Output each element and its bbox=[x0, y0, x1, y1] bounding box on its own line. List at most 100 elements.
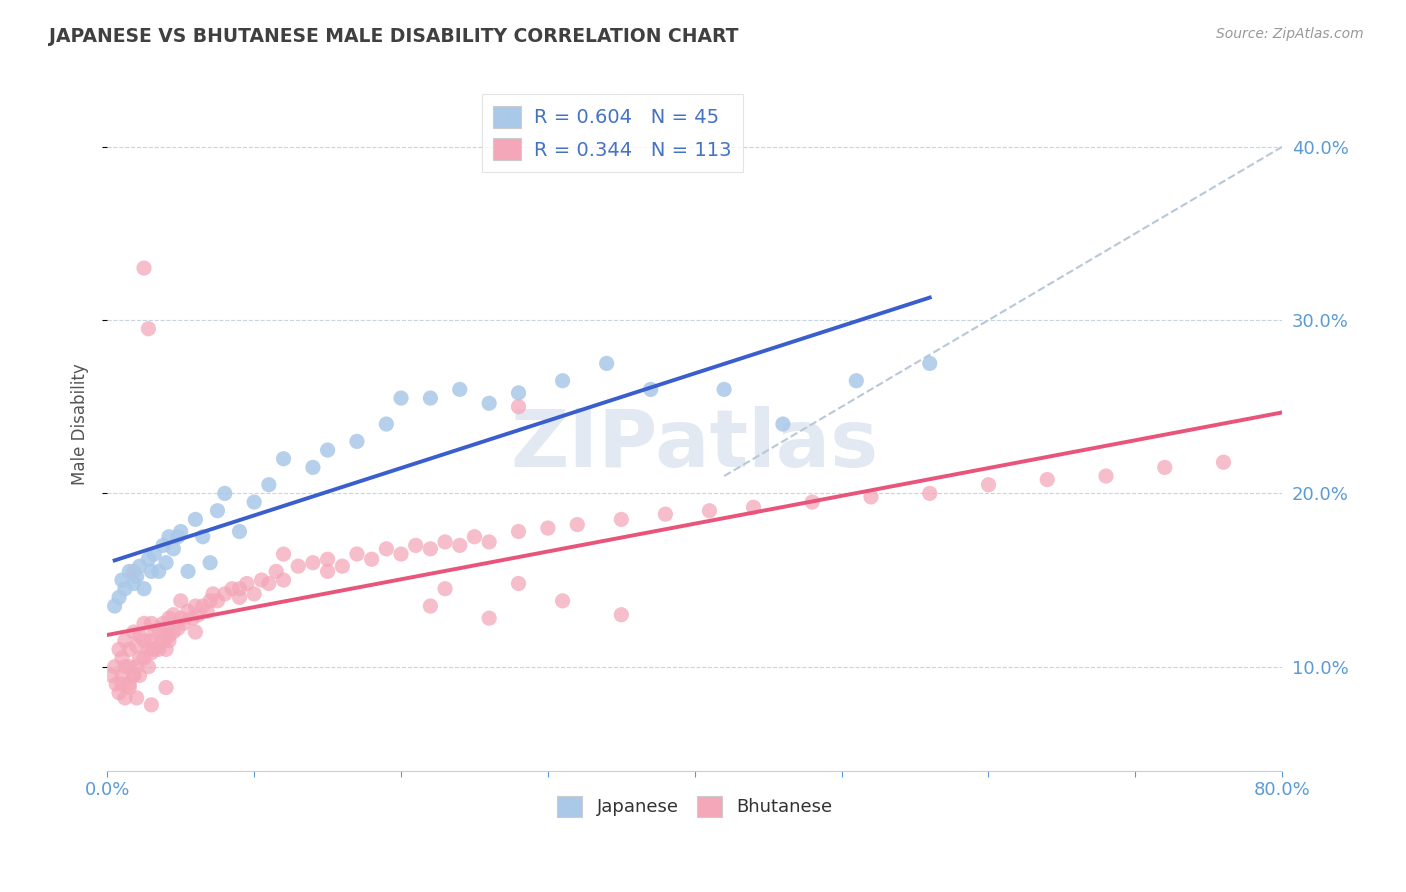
Point bbox=[478, 611, 501, 625]
Point bbox=[143, 642, 166, 657]
Point bbox=[273, 451, 295, 466]
Point bbox=[143, 625, 166, 640]
Point bbox=[508, 400, 530, 414]
Point bbox=[772, 417, 794, 431]
Point bbox=[111, 677, 134, 691]
Point bbox=[419, 391, 441, 405]
Point bbox=[207, 504, 229, 518]
Point bbox=[610, 607, 633, 622]
Point bbox=[191, 599, 214, 613]
Point bbox=[114, 582, 136, 596]
Point bbox=[508, 576, 530, 591]
Point bbox=[228, 582, 250, 596]
Point bbox=[125, 659, 148, 673]
Point bbox=[478, 535, 501, 549]
Point bbox=[104, 659, 127, 673]
Point bbox=[287, 559, 309, 574]
Point bbox=[114, 633, 136, 648]
Point bbox=[508, 524, 530, 539]
Point bbox=[191, 530, 214, 544]
Point bbox=[434, 582, 457, 596]
Point bbox=[449, 383, 471, 397]
Point bbox=[157, 628, 180, 642]
Point bbox=[316, 565, 339, 579]
Point bbox=[195, 604, 218, 618]
Point bbox=[184, 599, 207, 613]
Point bbox=[918, 486, 941, 500]
Point bbox=[228, 524, 250, 539]
Point bbox=[859, 490, 882, 504]
Point bbox=[742, 500, 765, 515]
Point bbox=[801, 495, 824, 509]
Point bbox=[699, 504, 721, 518]
Point bbox=[122, 565, 145, 579]
Point bbox=[118, 642, 141, 657]
Point bbox=[243, 495, 266, 509]
Point bbox=[108, 591, 131, 605]
Point bbox=[181, 611, 204, 625]
Point bbox=[141, 698, 163, 712]
Point bbox=[100, 668, 122, 682]
Point bbox=[155, 628, 177, 642]
Point bbox=[177, 604, 200, 618]
Point bbox=[537, 521, 560, 535]
Point bbox=[330, 559, 353, 574]
Point bbox=[170, 524, 193, 539]
Point bbox=[346, 547, 368, 561]
Point bbox=[114, 659, 136, 673]
Point bbox=[257, 576, 280, 591]
Text: Source: ZipAtlas.com: Source: ZipAtlas.com bbox=[1216, 27, 1364, 41]
Point bbox=[141, 616, 163, 631]
Point bbox=[640, 383, 662, 397]
Point bbox=[141, 565, 163, 579]
Point bbox=[346, 434, 368, 449]
Point bbox=[264, 565, 287, 579]
Point bbox=[162, 607, 184, 622]
Point bbox=[148, 622, 170, 636]
Point bbox=[141, 646, 163, 660]
Point bbox=[567, 517, 589, 532]
Point bbox=[132, 582, 155, 596]
Point bbox=[375, 541, 398, 556]
Point bbox=[170, 594, 193, 608]
Point bbox=[243, 587, 266, 601]
Point bbox=[143, 547, 166, 561]
Point bbox=[316, 552, 339, 566]
Point bbox=[125, 690, 148, 705]
Point bbox=[132, 651, 155, 665]
Point bbox=[118, 659, 141, 673]
Point bbox=[108, 686, 131, 700]
Point bbox=[105, 677, 128, 691]
Point bbox=[125, 569, 148, 583]
Point bbox=[132, 633, 155, 648]
Point bbox=[214, 486, 236, 500]
Point bbox=[155, 642, 177, 657]
Point bbox=[977, 477, 1000, 491]
Point bbox=[449, 538, 471, 552]
Point bbox=[198, 556, 221, 570]
Point bbox=[375, 417, 398, 431]
Point bbox=[845, 374, 868, 388]
Point bbox=[157, 633, 180, 648]
Point bbox=[152, 538, 174, 552]
Point bbox=[138, 659, 160, 673]
Point bbox=[157, 611, 180, 625]
Point bbox=[157, 530, 180, 544]
Point bbox=[316, 443, 339, 458]
Point bbox=[122, 668, 145, 682]
Point bbox=[173, 616, 195, 631]
Point bbox=[478, 396, 501, 410]
Point bbox=[419, 599, 441, 613]
Point bbox=[236, 576, 259, 591]
Point bbox=[1095, 469, 1118, 483]
Point bbox=[111, 668, 134, 682]
Point bbox=[132, 616, 155, 631]
Point bbox=[184, 625, 207, 640]
Point bbox=[654, 507, 676, 521]
Point bbox=[202, 587, 225, 601]
Point bbox=[118, 565, 141, 579]
Point bbox=[198, 594, 221, 608]
Point bbox=[273, 573, 295, 587]
Point bbox=[111, 651, 134, 665]
Point bbox=[1153, 460, 1175, 475]
